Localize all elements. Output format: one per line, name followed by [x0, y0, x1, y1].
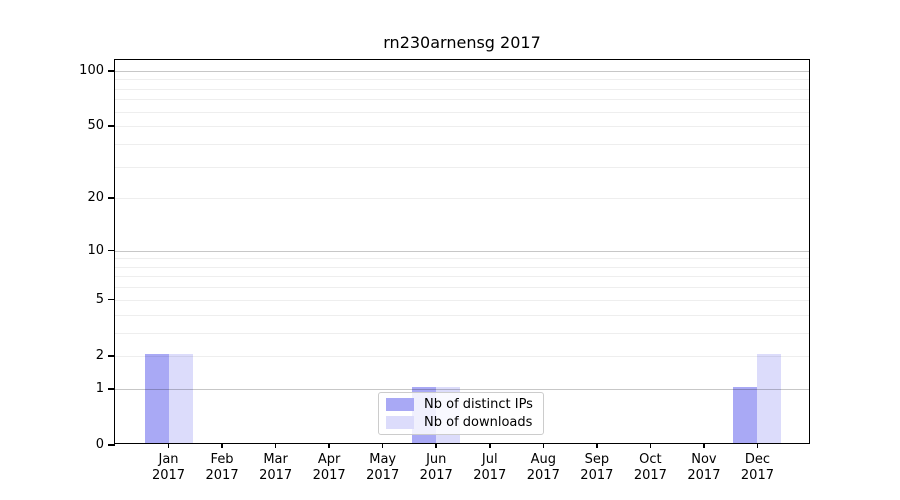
year-label: 2017 [151, 468, 186, 483]
x-axis-tick-label: Jun 2017 [404, 452, 468, 484]
legend-swatch-distinct-ips [386, 398, 414, 411]
y-axis-tick [108, 444, 115, 446]
x-axis-tick [649, 443, 652, 448]
year-label: 2017 [740, 468, 774, 483]
y-axis-tick-label: 10 [87, 242, 104, 258]
minor-gridline [115, 111, 809, 113]
y-axis-tick-label: 50 [87, 118, 104, 134]
x-axis-tick [756, 443, 759, 448]
minor-gridline [115, 276, 809, 278]
y-axis-tick-label: 1 [95, 380, 104, 396]
x-axis-tick [167, 443, 170, 448]
y-axis-tick [108, 70, 115, 72]
x-axis-tick [328, 443, 330, 448]
minor-gridline [115, 126, 809, 128]
x-axis-tick-label: Oct 2017 [618, 452, 682, 484]
x-axis-tick-label: Dec 2017 [725, 452, 789, 484]
y-axis-tick [108, 388, 115, 390]
y-axis-tick [108, 298, 115, 301]
x-axis-tick [489, 443, 491, 448]
x-axis-tick-label: Nov 2017 [672, 452, 736, 484]
year-label: 2017 [419, 468, 453, 483]
y-axis-tick-label: 5 [95, 291, 104, 307]
y-axis-tick [108, 355, 115, 357]
year-label: 2017 [473, 468, 507, 483]
minor-gridline [115, 88, 809, 90]
legend: Nb of distinct IPs Nb of downloads [378, 392, 544, 435]
minor-gridline [115, 355, 809, 357]
minor-gridline [115, 99, 809, 101]
year-label: 2017 [312, 468, 346, 483]
month-label: Aug [530, 452, 556, 467]
bar-distinct-ips [144, 353, 169, 443]
x-axis-tick-label: Aug 2017 [511, 452, 575, 484]
month-label: Mar [263, 452, 288, 467]
month-label: Jun [426, 452, 447, 467]
major-gridline [115, 250, 809, 252]
month-label: Jan [158, 452, 179, 467]
legend-label-distinct-ips: Nb of distinct IPs [424, 397, 533, 412]
legend-entry-distinct-ips: Nb of distinct IPs [386, 397, 543, 412]
y-axis-tick [108, 125, 115, 127]
major-gridline [115, 70, 809, 72]
minor-gridline [115, 143, 809, 145]
month-label: Nov [691, 452, 717, 467]
minor-gridline [115, 166, 809, 168]
y-axis-tick [108, 249, 115, 252]
year-label: 2017 [633, 468, 667, 483]
month-label: Feb [210, 452, 234, 467]
month-label: Jul [481, 452, 498, 467]
legend-label-downloads: Nb of downloads [424, 415, 533, 430]
x-axis-tick-label: Feb 2017 [190, 452, 254, 484]
y-axis-tick-label: 2 [95, 347, 104, 363]
legend-swatch-downloads [386, 416, 414, 429]
chart-title: rn230arnensg 2017 [383, 33, 541, 52]
year-label: 2017 [687, 468, 721, 483]
y-axis-tick-label: 100 [79, 62, 104, 78]
year-label: 2017 [526, 468, 560, 483]
y-axis-tick-label: 0 [95, 437, 104, 452]
minor-gridline [115, 266, 809, 268]
y-axis-tick-label: 20 [87, 190, 104, 206]
month-label: May [369, 452, 397, 467]
month-label: Oct [639, 452, 662, 467]
minor-gridline [115, 79, 809, 81]
month-label: Sep [584, 452, 610, 467]
minor-gridline [115, 332, 809, 334]
major-gridline [115, 388, 809, 390]
x-axis-tick-label: Jul 2017 [458, 452, 522, 484]
minor-gridline [115, 287, 809, 289]
minor-gridline [115, 314, 809, 316]
minor-gridline [115, 299, 809, 301]
x-axis-tick [435, 443, 437, 448]
x-axis-tick [542, 443, 545, 448]
x-axis-tick [221, 443, 223, 448]
minor-gridline [115, 258, 809, 260]
year-label: 2017 [205, 468, 239, 483]
x-axis-tick [381, 443, 384, 448]
legend-entry-downloads: Nb of downloads [386, 415, 543, 430]
month-label: Dec [744, 452, 771, 467]
x-axis-tick-label: Apr 2017 [297, 452, 361, 484]
bar-downloads [168, 353, 193, 443]
month-label: Apr [317, 452, 341, 467]
x-axis-tick [596, 443, 598, 448]
bar-downloads [757, 353, 782, 443]
minor-gridline [115, 198, 809, 200]
x-axis-tick-label: Jan 2017 [137, 452, 201, 484]
x-axis-tick [274, 443, 277, 448]
x-axis-tick-label: Sep 2017 [565, 452, 629, 484]
year-label: 2017 [259, 468, 293, 483]
plot-area: 0 1 2 5 10 20 50 100 Jan 2017 Feb 2017 Mar 2017 Apr 201… [79, 59, 810, 483]
x-axis-tick-label: May 2017 [351, 452, 415, 484]
year-label: 2017 [366, 468, 400, 483]
x-axis-tick-label: Mar 2017 [244, 452, 308, 484]
year-label: 2017 [580, 468, 614, 483]
x-axis-tick [703, 443, 705, 448]
y-axis-tick [108, 197, 115, 199]
bar-distinct-ips [733, 386, 758, 443]
